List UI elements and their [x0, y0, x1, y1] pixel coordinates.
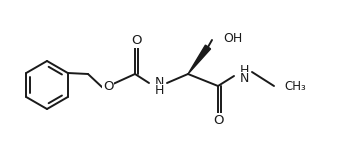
Text: N: N — [154, 75, 164, 89]
Text: H: H — [239, 63, 249, 77]
Text: CH₃: CH₃ — [284, 79, 306, 93]
Text: H: H — [154, 85, 164, 97]
Text: O: O — [131, 34, 141, 47]
Text: O: O — [214, 113, 224, 126]
Polygon shape — [188, 45, 211, 74]
Text: N: N — [239, 73, 249, 85]
Text: O: O — [103, 79, 113, 93]
Text: OH: OH — [223, 32, 242, 45]
